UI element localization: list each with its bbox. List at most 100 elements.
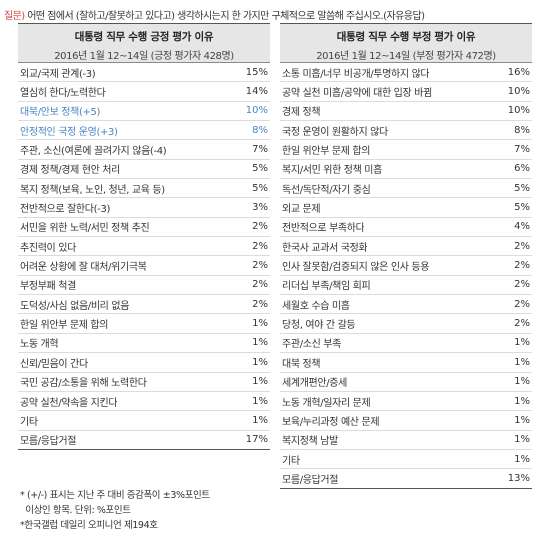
reason-label: 리더십 부족/책임 회피 [282,281,371,293]
reason-percent: 2% [252,279,268,291]
table-row: 대북/안보 정책(+5) 10% [18,102,270,122]
reason-label: 외교 문제 [282,204,321,216]
reason-percent: 17% [245,434,268,446]
reason-label: 공약 실천/약속을 지킨다 [20,397,118,409]
table-row: 기타 1% [280,450,532,470]
reason-percent: 2% [252,298,268,310]
positive-table-body: 외교/국제 관계(-3) 15% 열심히 한다/노력한다 14% 대북/안보 정책(+5… [18,63,270,450]
reason-label: 복지정책 남발 [282,436,338,448]
reason-label: 추진력이 있다 [20,242,76,254]
reason-percent: 10% [507,105,530,117]
reason-label: 대북 정책 [282,358,321,370]
question-text: 어떤 점에서 (잘하고/잘못하고 있다고) 생각하시는지 한 가지만 구체적으로… [24,11,425,22]
reason-label: 공약 실천 미흡/공약에 대한 입장 바뀜 [282,88,432,100]
table-row: 세계개편안/증세 1% [280,373,532,392]
reason-percent: 1% [514,434,530,446]
reason-percent: 5% [514,182,530,194]
reason-label: 도덕성/사심 없음/비리 없음 [20,300,130,312]
table-row: 외교/국제 관계(-3) 15% [18,63,270,83]
table-row: 부정부패 척결 2% [18,276,270,296]
reason-percent: 10% [507,86,530,98]
table-row: 리더십 부족/책임 회피 2% [280,276,532,296]
table-row: 추진력이 있다 2% [18,237,270,257]
reason-label: 기타 [20,416,38,428]
table-row: 안정적인 국정 운영(+3) 8% [18,121,270,141]
table-row: 복지정책 남발 1% [280,431,532,450]
reason-label: 모름/응답거절 [20,436,77,448]
reason-percent: 5% [252,163,268,175]
table-row: 복지/서민 위한 정책 미흡 6% [280,160,532,180]
table-row: 기타 1% [18,411,270,431]
reason-label: 주관/소신 부족 [282,339,341,351]
reason-label: 노동 개혁 [20,339,59,351]
reason-percent: 1% [514,395,530,407]
reason-label: 서민을 위한 노력/서민 정책 추진 [20,223,150,235]
reason-percent: 2% [514,318,530,330]
reason-label: 복지 정책(보육, 노인, 청년, 교육 등) [20,184,165,196]
reason-percent: 2% [514,240,530,252]
reason-percent: 1% [252,376,268,388]
table-row: 전반적으로 잘한다(-3) 3% [18,198,270,218]
table-row: 보육/누리과정 예산 문제 1% [280,411,532,431]
reason-label: 전반적으로 잘한다(-3) [20,204,111,216]
reason-percent: 1% [514,414,530,426]
reason-label: 안정적인 국정 운영(+3) [20,126,118,138]
reason-label: 한국사 교과서 국정화 [282,242,368,254]
reason-label: 주관, 소신(여론에 끌려가지 않음(-4) [20,146,167,158]
reason-label: 외교/국제 관계(-3) [20,68,96,80]
reason-label: 신뢰/믿음이 간다 [20,358,88,370]
reason-label: 독선/독단적/자기 중심 [282,184,371,196]
reason-percent: 4% [514,221,530,233]
reason-label: 한일 위안부 문제 합의 [282,146,371,158]
footnote-line: 이상인 항목. 단위: %포인트 [20,505,131,516]
table-row: 노동 개혁/일자리 문제 1% [280,392,532,412]
table-row: 복지 정책(보육, 노인, 청년, 교육 등) 5% [18,179,270,199]
table-row: 도덕성/사심 없음/비리 없음 2% [18,295,270,315]
reason-percent: 1% [252,318,268,330]
reason-label: 전반적으로 부족하다 [282,223,365,235]
reason-percent: 1% [252,337,268,349]
negative-table-title: 대통령 직무 수행 부정 평가 이유 [336,31,476,43]
table-row: 한일 위안부 문제 합의 1% [18,314,270,334]
table-row: 독선/독단적/자기 중심 5% [280,179,532,199]
reason-label: 경제 정책/경제 현안 처리 [20,165,121,177]
reason-percent: 1% [514,356,530,368]
reason-percent: 8% [514,124,530,136]
table-row: 대북 정책 1% [280,353,532,373]
negative-table-subtitle: 2016년 1월 12~14일 (부정 평가자 472명) [316,51,496,62]
table-row: 열심히 한다/노력한다 14% [18,82,270,102]
reason-label: 국민 공감/소통을 위해 노력한다 [20,378,147,390]
table-row: 한국사 교과서 국정화 2% [280,237,532,257]
table-row: 전반적으로 부족하다 4% [280,218,532,238]
table-row: 경제 정책 10% [280,102,532,122]
reason-label: 경제 정책 [282,107,321,119]
footnote-line: * (+/-) 표시는 지난 주 대비 증감폭이 ±3%포인트 [20,490,210,501]
reason-percent: 1% [252,356,268,368]
table-row: 세월호 수습 미흡 2% [280,295,532,315]
table-row: 모름/응답거절 17% [18,431,270,450]
reason-percent: 5% [252,182,268,194]
reason-percent: 7% [514,144,530,156]
table-row: 경제 정책/경제 현안 처리 5% [18,160,270,180]
reason-percent: 14% [245,86,268,98]
table-row: 외교 문제 5% [280,198,532,218]
question-tag: 질문) [4,11,25,22]
reason-percent: 2% [252,260,268,272]
reason-percent: 16% [507,66,530,78]
reason-percent: 8% [252,124,268,136]
reason-label: 부정부패 척결 [20,281,76,293]
footnote-source: *한국갤럽 데일리 오피니언 제194호 [20,520,158,531]
positive-table-title: 대통령 직무 수행 긍정 평가 이유 [74,31,214,43]
positive-table-subtitle: 2016년 1월 12~14일 (긍정 평가자 428명) [54,51,234,62]
reason-label: 세월호 수습 미흡 [282,300,350,312]
reason-label: 복지/서민 위한 정책 미흡 [282,165,383,177]
table-row: 신뢰/믿음이 간다 1% [18,353,270,373]
reason-label: 노동 개혁/일자리 문제 [282,397,371,409]
reason-label: 인사 잘못함/검증되지 않은 인사 등용 [282,262,430,274]
table-row: 모름/응답거절 13% [280,469,532,489]
positive-table-header: 대통령 직무 수행 긍정 평가 이유 2016년 1월 12~14일 (긍정 평… [18,23,270,63]
reason-percent: 1% [252,414,268,426]
reason-percent: 6% [514,163,530,175]
table-row: 어려운 상황에 잘 대처/위기극복 2% [18,256,270,276]
